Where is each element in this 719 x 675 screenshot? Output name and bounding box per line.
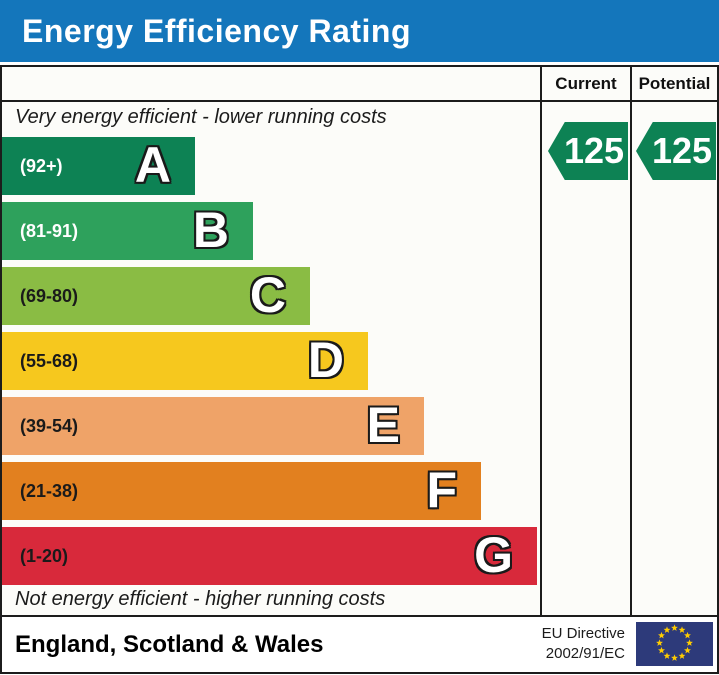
column-divider-potential <box>630 67 632 615</box>
eu-flag-icon <box>636 622 713 666</box>
band-range-label: (92+) <box>20 156 63 176</box>
potential-rating-badge: 125 <box>636 122 716 180</box>
band-letter: B <box>192 202 229 258</box>
band-letter: G <box>474 527 513 583</box>
title-bar: Energy Efficiency Rating <box>0 0 719 62</box>
header-divider <box>2 100 717 102</box>
band-range-label: (1-20) <box>20 546 69 566</box>
band-range-label: (55-68) <box>20 351 79 371</box>
column-header-potential: Potential <box>638 73 711 93</box>
column-divider-current <box>540 67 542 615</box>
band-range-label: (39-54) <box>20 416 79 436</box>
bottom-note: Not energy efficient - higher running co… <box>15 588 386 610</box>
current-rating-badge: 125 <box>548 122 628 180</box>
top-note: Very energy efficient - lower running co… <box>15 106 387 128</box>
band-letter: E <box>366 397 400 453</box>
eu-directive-text: EU Directive 2002/91/EC <box>542 624 625 664</box>
eu-directive-line2: 2002/91/EC <box>545 645 625 662</box>
rating-table: Current Potential Very energy efficient … <box>0 65 719 617</box>
eu-directive-line1: EU Directive <box>541 625 625 642</box>
region-label: England, Scotland & Wales <box>15 631 324 658</box>
band-letter: D <box>307 332 344 388</box>
current-rating-value: 125 <box>563 130 625 171</box>
epc-band-b: (81-91) B <box>2 202 253 260</box>
epc-band-d: (55-68) D <box>2 332 368 390</box>
band-range-label: (81-91) <box>20 221 79 241</box>
epc-band-c: (69-80) C <box>2 267 310 325</box>
potential-rating-value: 125 <box>651 130 713 171</box>
footer: England, Scotland & Wales EU Directive 2… <box>0 615 719 674</box>
band-letter: A <box>134 137 171 193</box>
epc-band-a: (92+) A <box>2 137 195 195</box>
epc-band-g: (1-20) G <box>2 527 537 585</box>
band-range-label: (69-80) <box>20 286 79 306</box>
band-range-label: (21-38) <box>20 481 79 501</box>
band-letter: C <box>249 267 286 323</box>
band-letter: F <box>426 462 457 518</box>
column-header-current: Current <box>555 73 617 93</box>
page-title: Energy Efficiency Rating <box>22 12 411 49</box>
epc-band-f: (21-38) F <box>2 462 481 520</box>
epc-band-e: (39-54) E <box>2 397 424 455</box>
